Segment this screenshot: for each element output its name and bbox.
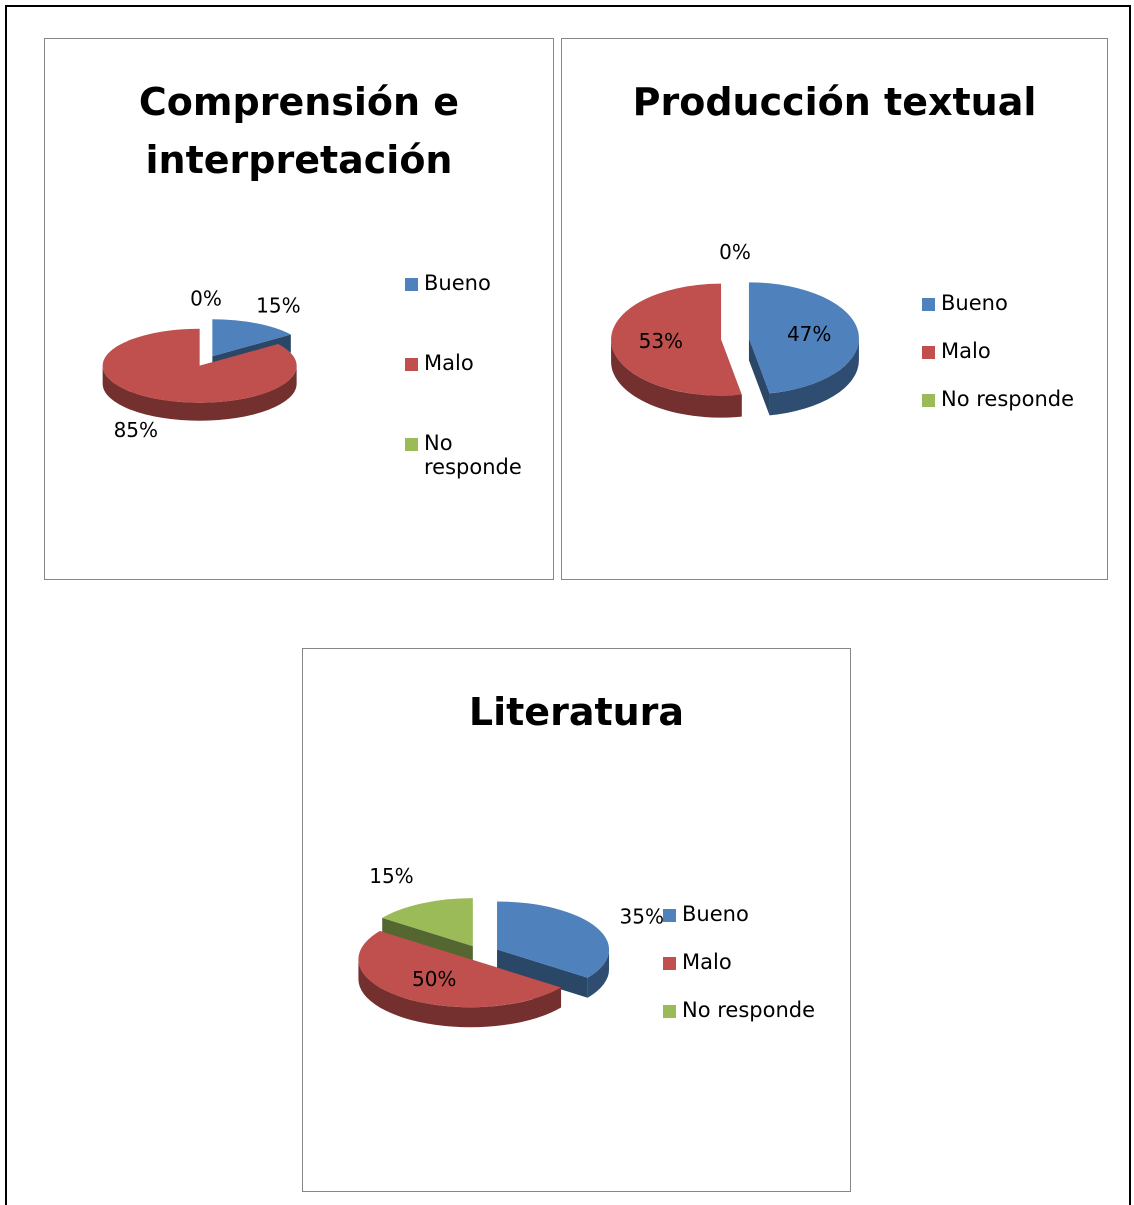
chart-title: Comprensión e interpretación [138,80,460,182]
pie-slice [611,283,742,396]
legend-label: Malo [424,351,474,375]
chart-title: Producción textual [632,80,1037,124]
legend-item: Bueno [663,902,843,926]
frame-top [5,5,1131,7]
legend-label: Malo [682,950,732,974]
chart-box: 35% 50% 15% Literatura Bueno Malo No responde [302,648,851,1192]
legend: Bueno Malo No responde [663,902,843,1046]
data-label: 85% [114,418,158,442]
data-label: 35% [620,904,664,928]
slice-side [769,338,859,416]
legend-label: No responde [424,431,522,479]
chart-box: 15% 85% 0% Comprensión e interpretación Buen… [44,38,554,580]
legend-swatch [922,394,935,407]
frame-left [5,5,7,1205]
legend-swatch [405,358,418,371]
data-label: 15% [369,864,413,888]
slice-wall [748,338,770,416]
pie-plot: 15% 85% 0% [102,287,301,442]
legend-item: No responde [922,387,1102,411]
legend-label: No responde [941,387,1075,411]
pie-slice [212,319,291,357]
chart-title: Literatura [468,690,685,734]
data-label: 0% [719,240,751,264]
legend-swatch [663,909,676,922]
legend-item: No responde [663,998,843,1022]
data-label: 0% [190,287,222,311]
legend-label: No responde [682,998,816,1022]
legend: Bueno Malo No responde [405,271,535,511]
pie-tops [611,282,859,396]
slice-side [611,339,742,418]
slice-side [358,959,562,1028]
legend-item: No responde [405,431,535,479]
slice-wall [497,949,588,998]
legend: Bueno Malo No responde [922,291,1102,435]
legend-label: Bueno [424,271,491,295]
pie-tops [102,319,297,403]
chart-box: 47% 53% 0% Producción textual Bueno Malo No re… [561,38,1108,580]
legend-label: Bueno [941,291,1008,315]
frame-right [1129,5,1131,1205]
legend-label: Bueno [682,902,749,926]
legend-item: Malo [405,351,535,375]
legend-label: Malo [941,339,991,363]
pie-slice [497,901,610,978]
pie-slice [382,898,473,947]
slice-side [587,949,610,998]
slice-side [102,365,297,421]
legend-item: Malo [922,339,1102,363]
pie-plot: 47% 53% 0% [611,240,859,418]
legend-swatch [405,278,418,291]
pie-plot: 35% 50% 15% [358,864,664,1028]
legend-swatch [405,438,418,451]
legend-swatch [663,1005,676,1018]
legend-item: Malo [663,950,843,974]
legend-item: Bueno [405,271,535,295]
legend-swatch [663,957,676,970]
legend-swatch [922,298,935,311]
data-label: 50% [412,967,456,991]
pie-slice [102,328,297,403]
legend-item: Bueno [922,291,1102,315]
data-label: 15% [256,293,300,317]
pie-slice [748,282,859,394]
legend-swatch [922,346,935,359]
data-label: 47% [787,322,831,346]
pie-slice [358,931,562,1008]
pie-tops [358,898,610,1008]
data-label: 53% [639,329,683,353]
